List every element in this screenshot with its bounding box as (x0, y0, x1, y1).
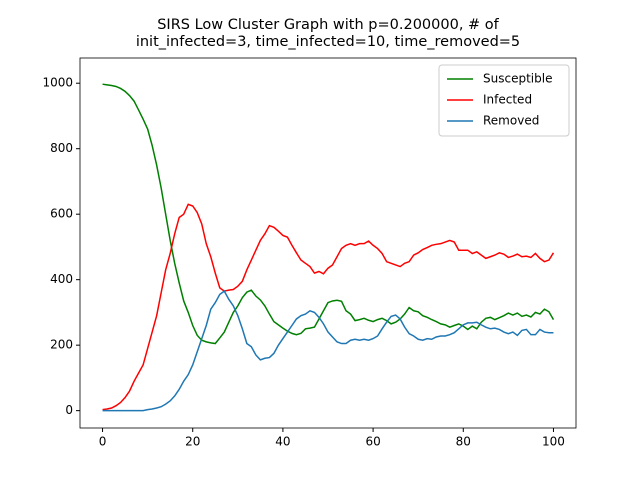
series-line (102, 203, 555, 411)
legend-box (438, 64, 570, 137)
y-tick-label: 1000 (42, 76, 73, 90)
legend-label: Removed (483, 114, 539, 128)
x-tick-label: 0 (99, 435, 107, 449)
y-tick-label: 400 (50, 272, 73, 286)
series-line (102, 290, 554, 412)
x-tick-label: 40 (275, 435, 290, 449)
x-tick-label: 60 (365, 435, 380, 449)
y-tick-label: 800 (50, 141, 73, 155)
legend-label: Susceptible (483, 72, 552, 86)
y-tick-label: 0 (65, 403, 73, 417)
x-tick-label: 100 (542, 435, 565, 449)
y-tick-label: 600 (50, 207, 73, 221)
chart-title: SIRS Low Cluster Graph with p=0.200000, … (157, 17, 499, 33)
x-tick-label: 20 (185, 435, 200, 449)
x-tick-label: 80 (456, 435, 471, 449)
chart-title: init_infected=3, time_infected=10, time_… (136, 34, 520, 50)
y-tick-label: 200 (50, 338, 73, 352)
legend-label: Infected (483, 93, 532, 107)
plot-frame (79, 57, 577, 429)
series-line (102, 83, 555, 345)
